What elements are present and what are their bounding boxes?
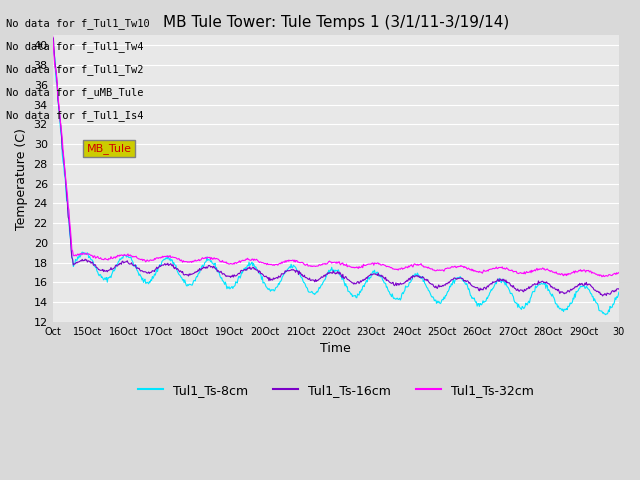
Tul1_Ts-16cm bbox=[599, 293, 607, 299]
Tul1_Ts-16cm bbox=[615, 286, 623, 292]
Tul1_Ts-32cm bbox=[269, 263, 276, 268]
Tul1_Ts-8cm bbox=[426, 290, 434, 296]
Tul1_Ts-32cm bbox=[615, 270, 623, 276]
Text: No data for f_uMB_Tule: No data for f_uMB_Tule bbox=[6, 87, 144, 98]
Tul1_Ts-32cm bbox=[220, 259, 227, 265]
Line: Tul1_Ts-8cm: Tul1_Ts-8cm bbox=[52, 38, 619, 315]
Text: No data for f_Tul1_Tw2: No data for f_Tul1_Tw2 bbox=[6, 64, 144, 75]
Text: No data for f_Tul1_Tw4: No data for f_Tul1_Tw4 bbox=[6, 41, 144, 52]
Text: No data for f_Tul1_Is4: No data for f_Tul1_Is4 bbox=[6, 110, 144, 121]
Tul1_Ts-32cm bbox=[248, 257, 255, 263]
Tul1_Ts-8cm bbox=[220, 278, 227, 284]
Text: No data for f_Tul1_Tw10: No data for f_Tul1_Tw10 bbox=[6, 18, 150, 29]
Line: Tul1_Ts-16cm: Tul1_Ts-16cm bbox=[52, 37, 619, 296]
Title: MB Tule Tower: Tule Temps 1 (3/1/11-3/19/14): MB Tule Tower: Tule Temps 1 (3/1/11-3/19… bbox=[163, 15, 509, 30]
Tul1_Ts-8cm bbox=[602, 312, 609, 318]
Tul1_Ts-16cm bbox=[49, 34, 56, 40]
Tul1_Ts-16cm bbox=[394, 281, 402, 287]
Tul1_Ts-8cm bbox=[394, 297, 402, 302]
Tul1_Ts-16cm bbox=[115, 262, 123, 267]
Y-axis label: Temperature (C): Temperature (C) bbox=[15, 128, 28, 229]
Tul1_Ts-8cm bbox=[115, 258, 123, 264]
Tul1_Ts-32cm bbox=[598, 274, 605, 279]
Tul1_Ts-32cm bbox=[49, 34, 56, 39]
Tul1_Ts-8cm bbox=[269, 287, 276, 293]
Text: MB_Tule: MB_Tule bbox=[86, 143, 131, 154]
Tul1_Ts-32cm bbox=[115, 253, 123, 259]
X-axis label: Time: Time bbox=[321, 342, 351, 355]
Tul1_Ts-16cm bbox=[426, 280, 434, 286]
Tul1_Ts-32cm bbox=[394, 267, 402, 273]
Legend: Tul1_Ts-8cm, Tul1_Ts-16cm, Tul1_Ts-32cm: Tul1_Ts-8cm, Tul1_Ts-16cm, Tul1_Ts-32cm bbox=[133, 379, 539, 402]
Line: Tul1_Ts-32cm: Tul1_Ts-32cm bbox=[52, 36, 619, 276]
Tul1_Ts-8cm bbox=[615, 289, 623, 295]
Tul1_Ts-8cm bbox=[248, 261, 255, 266]
Tul1_Ts-16cm bbox=[269, 277, 276, 283]
Tul1_Ts-8cm bbox=[49, 36, 56, 41]
Tul1_Ts-16cm bbox=[248, 266, 255, 272]
Tul1_Ts-32cm bbox=[426, 265, 434, 271]
Tul1_Ts-16cm bbox=[220, 271, 227, 276]
